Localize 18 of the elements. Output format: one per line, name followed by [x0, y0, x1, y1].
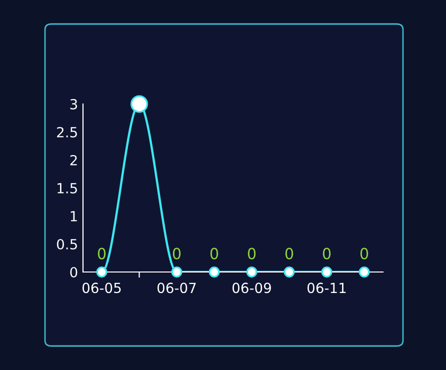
data-label: 0 [172, 248, 181, 260]
y-tick-label: 2 [70, 154, 77, 166]
data-label: 0 [360, 248, 368, 260]
data-label: 0 [98, 248, 106, 260]
y-tick-label: 2.5 [57, 126, 77, 138]
y-tick-label: 1 [70, 211, 77, 222]
y-tick-label: 0.5 [56, 238, 77, 250]
data-label: 0 [322, 248, 331, 260]
y-tick-label: 3 [70, 98, 78, 110]
data-label: 0 [285, 248, 294, 260]
data-label: 0 [248, 248, 256, 260]
x-tick-label: 06-09 [232, 282, 271, 294]
x-tick-label: 06-07 [157, 282, 196, 294]
y-tick-label: 1.5 [58, 183, 77, 194]
y-tick-label: 0 [70, 266, 78, 278]
x-tick-label: 06-05 [82, 282, 121, 294]
data-label: 0 [210, 248, 218, 260]
x-tick-label: 06-11 [307, 282, 346, 294]
